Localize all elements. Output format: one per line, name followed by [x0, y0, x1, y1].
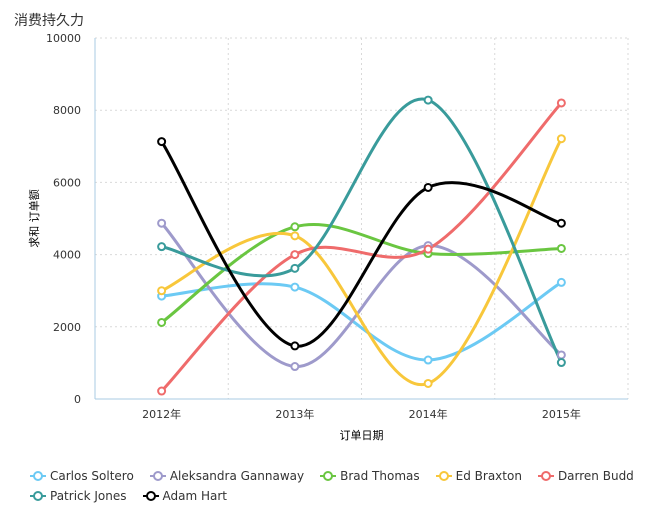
- data-point: [558, 135, 565, 142]
- legend-row: Carlos Soltero Aleksandra Gannaway Brad Th…: [30, 466, 630, 486]
- x-tick-label: 2013年: [275, 407, 314, 421]
- legend-marker: [538, 471, 554, 481]
- data-point: [558, 99, 565, 106]
- y-tick-label: 6000: [53, 176, 81, 189]
- data-point: [425, 357, 432, 364]
- data-point: [558, 220, 565, 227]
- data-point: [291, 251, 298, 258]
- data-point: [425, 184, 432, 191]
- data-point: [425, 97, 432, 104]
- data-point: [291, 284, 298, 291]
- chart-plot-area: 0 2000 4000 6000 8000 10000 2012年 2013年 2014年 201…: [0, 0, 650, 460]
- data-point: [558, 245, 565, 252]
- y-tick-label: 0: [74, 393, 81, 406]
- legend-marker: [30, 471, 46, 481]
- x-axis-title: 订单日期: [340, 429, 384, 442]
- legend-row: Patrick Jones Adam Hart: [30, 486, 630, 506]
- data-point: [558, 351, 565, 358]
- legend-label: Patrick Jones: [50, 489, 127, 503]
- legend-marker: [320, 471, 336, 481]
- legend-label: Darren Budd: [558, 469, 634, 483]
- legend-marker: [436, 471, 452, 481]
- legend-label: Aleksandra Gannaway: [170, 469, 304, 483]
- y-tick-label: 8000: [53, 104, 81, 117]
- chart-legend: Carlos Soltero Aleksandra Gannaway Brad Th…: [30, 466, 630, 506]
- legend-marker: [30, 491, 46, 501]
- legend-item[interactable]: Carlos Soltero: [30, 469, 134, 483]
- legend-label: Carlos Soltero: [50, 469, 134, 483]
- legend-item[interactable]: Patrick Jones: [30, 489, 127, 503]
- legend-item[interactable]: Aleksandra Gannaway: [150, 469, 304, 483]
- data-point: [291, 223, 298, 230]
- x-tick-label: 2012年: [142, 407, 181, 421]
- y-tick-label: 4000: [53, 249, 81, 262]
- y-tick-label: 10000: [46, 32, 81, 45]
- series-line: [162, 103, 562, 391]
- data-point: [291, 342, 298, 349]
- legend-marker: [143, 491, 159, 501]
- data-point: [158, 220, 165, 227]
- data-point: [425, 246, 432, 253]
- data-point: [158, 138, 165, 145]
- legend-item[interactable]: Darren Budd: [538, 469, 634, 483]
- y-tick-label: 2000: [53, 321, 81, 334]
- legend-label: Brad Thomas: [340, 469, 420, 483]
- legend-label: Ed Braxton: [456, 469, 522, 483]
- data-point: [158, 287, 165, 294]
- data-point: [158, 319, 165, 326]
- legend-item[interactable]: Brad Thomas: [320, 469, 420, 483]
- legend-item[interactable]: Adam Hart: [143, 489, 228, 503]
- legend-item[interactable]: Ed Braxton: [436, 469, 522, 483]
- data-point: [425, 380, 432, 387]
- data-point: [291, 232, 298, 239]
- data-point: [558, 279, 565, 286]
- data-point: [158, 388, 165, 395]
- legend-label: Adam Hart: [163, 489, 228, 503]
- data-point: [291, 363, 298, 370]
- data-point: [291, 265, 298, 272]
- y-axis-title: 求和 订单额: [28, 189, 41, 248]
- data-point: [158, 243, 165, 250]
- legend-marker: [150, 471, 166, 481]
- x-tick-label: 2014年: [409, 407, 448, 421]
- x-tick-label: 2015年: [542, 407, 581, 421]
- data-point: [558, 359, 565, 366]
